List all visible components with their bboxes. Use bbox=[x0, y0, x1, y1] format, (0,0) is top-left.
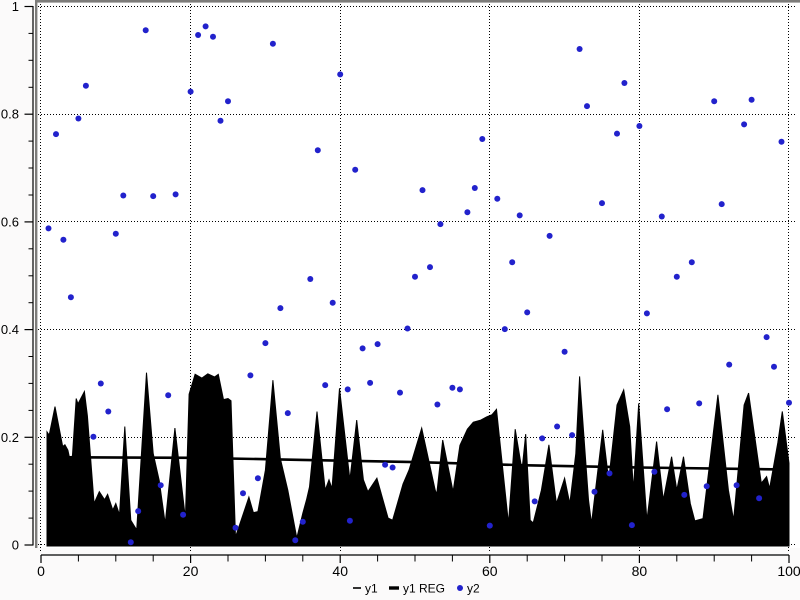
svg-text:0.6: 0.6 bbox=[1, 214, 19, 229]
svg-text:0: 0 bbox=[12, 538, 19, 553]
svg-text:1: 1 bbox=[12, 0, 19, 14]
svg-text:0.8: 0.8 bbox=[1, 107, 19, 122]
svg-text:0.2: 0.2 bbox=[1, 430, 19, 445]
svg-text:20: 20 bbox=[183, 563, 199, 579]
svg-text:y1: y1 bbox=[365, 582, 378, 596]
svg-text:0: 0 bbox=[37, 563, 45, 579]
svg-text:80: 80 bbox=[632, 563, 648, 579]
svg-text:60: 60 bbox=[482, 563, 498, 579]
svg-text:100: 100 bbox=[777, 563, 800, 579]
svg-text:y2: y2 bbox=[467, 582, 480, 596]
svg-text:0.4: 0.4 bbox=[1, 322, 19, 337]
svg-text:40: 40 bbox=[332, 563, 348, 579]
svg-text:y1 REG: y1 REG bbox=[403, 582, 445, 596]
